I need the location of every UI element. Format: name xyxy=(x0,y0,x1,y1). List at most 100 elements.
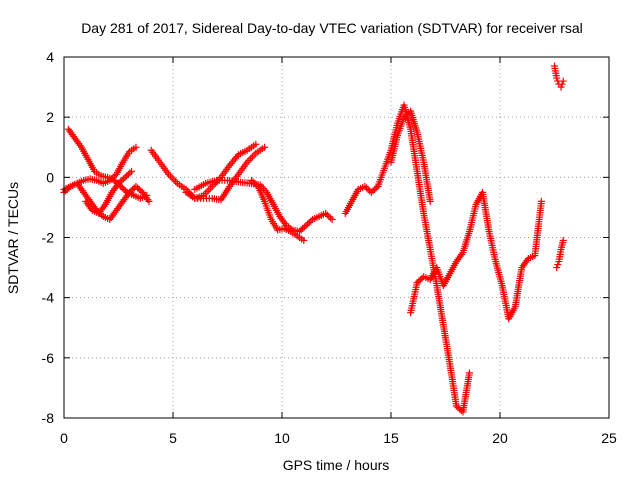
data-trace-markers xyxy=(527,253,537,262)
data-point xyxy=(295,227,303,235)
data-trace-markers xyxy=(459,371,473,414)
y-tick-label: -2 xyxy=(42,230,55,246)
x-tick-label: 25 xyxy=(601,430,617,446)
data-trace-markers xyxy=(285,223,295,232)
data-trace-markers xyxy=(66,127,78,140)
data-trace-markers xyxy=(492,260,506,287)
data-trace-markers xyxy=(311,213,321,222)
series-11 xyxy=(551,62,567,91)
data-trace-markers xyxy=(88,175,99,184)
data-point xyxy=(537,197,545,205)
y-tick-label: -4 xyxy=(42,290,55,306)
data-trace-markers xyxy=(74,181,86,195)
grid-lines xyxy=(64,57,609,418)
data-trace-markers xyxy=(388,121,401,152)
data-point xyxy=(559,237,567,245)
y-tick-label: 0 xyxy=(46,169,54,185)
data-trace-markers xyxy=(210,195,223,204)
y-tick-label: 4 xyxy=(46,49,54,65)
data-trace-markers xyxy=(101,213,112,222)
data-trace-markers xyxy=(128,145,138,154)
data-trace-markers xyxy=(268,218,280,232)
data-trace-markers xyxy=(415,274,426,285)
data-trace-markers xyxy=(258,183,269,194)
data-trace-markers xyxy=(551,64,560,80)
data-trace-markers xyxy=(558,239,567,251)
y-tick-label: -6 xyxy=(42,350,55,366)
data-trace-markers xyxy=(420,160,434,203)
series-7 xyxy=(247,176,308,245)
data-trace-markers xyxy=(202,194,213,202)
y-tick-labels: -8 -6 -4 -2 0 2 4 xyxy=(42,49,55,426)
data-point xyxy=(553,264,561,272)
data-trace-markers xyxy=(317,210,327,219)
data-trace-markers xyxy=(304,217,315,228)
data-point xyxy=(361,182,369,190)
data-point xyxy=(426,197,434,205)
data-trace-markers xyxy=(558,80,566,88)
x-tick-label: 5 xyxy=(169,430,177,446)
data-point xyxy=(145,197,153,205)
data-trace-markers xyxy=(109,181,121,195)
data-trace-markers xyxy=(254,145,266,156)
data-trace-markers xyxy=(99,172,109,181)
data-trace-markers xyxy=(460,230,473,254)
data-trace-markers xyxy=(95,177,105,186)
data-trace-markers xyxy=(120,150,132,164)
data-point xyxy=(121,173,129,181)
data-trace-markers xyxy=(194,194,205,202)
data-trace-markers xyxy=(264,190,276,206)
data-point xyxy=(247,176,255,184)
data-trace-markers xyxy=(82,175,92,184)
data-trace-markers xyxy=(486,230,499,263)
data-trace-markers xyxy=(132,192,142,201)
data-trace-markers xyxy=(107,172,119,183)
data-trace-markers xyxy=(218,163,232,179)
data-trace-markers xyxy=(422,274,432,283)
y-tick-label: 2 xyxy=(46,109,54,125)
data-trace-markers xyxy=(349,187,361,203)
data-trace-markers xyxy=(531,200,545,257)
data-trace-markers xyxy=(91,207,101,216)
data-trace-markers xyxy=(356,183,367,192)
data-trace-markers xyxy=(127,184,138,195)
data-trace-markers xyxy=(138,192,149,201)
data-trace-markers xyxy=(227,153,241,168)
data-trace-markers xyxy=(245,142,258,153)
data-trace-markers xyxy=(447,260,459,276)
series-12 xyxy=(553,237,567,272)
data-trace-markers xyxy=(62,183,72,192)
data-trace-markers xyxy=(193,181,208,192)
data-trace-markers xyxy=(414,170,427,215)
data-trace-markers xyxy=(289,229,299,238)
data-trace-markers xyxy=(342,199,355,215)
data-point xyxy=(300,237,308,245)
data-trace-markers xyxy=(114,199,126,213)
data-trace-markers xyxy=(555,248,565,263)
data-trace-markers xyxy=(157,160,171,176)
data-point xyxy=(132,143,140,151)
data-point xyxy=(115,179,122,187)
x-tick-labels: 0 5 10 15 20 25 xyxy=(60,430,617,446)
data-point xyxy=(261,143,269,151)
data-point xyxy=(465,369,473,377)
series-9 xyxy=(387,107,434,205)
y-tick-label: -8 xyxy=(42,410,55,426)
data-trace-markers xyxy=(249,178,260,189)
data-point xyxy=(367,188,375,196)
data-point xyxy=(128,167,136,175)
axis-ticks xyxy=(63,56,610,419)
data-point xyxy=(302,221,310,229)
data-trace-markers xyxy=(276,225,286,233)
data-trace-markers xyxy=(407,281,421,314)
data-trace-markers xyxy=(149,148,162,164)
data-trace-markers xyxy=(506,305,518,321)
data-trace-markers xyxy=(69,180,79,189)
data-trace-markers xyxy=(414,131,427,164)
data-trace-markers xyxy=(166,172,180,186)
data-trace-markers xyxy=(454,403,465,414)
data-trace-markers xyxy=(87,199,99,213)
data-trace-markers xyxy=(420,212,434,251)
data-trace-markers xyxy=(369,184,380,195)
